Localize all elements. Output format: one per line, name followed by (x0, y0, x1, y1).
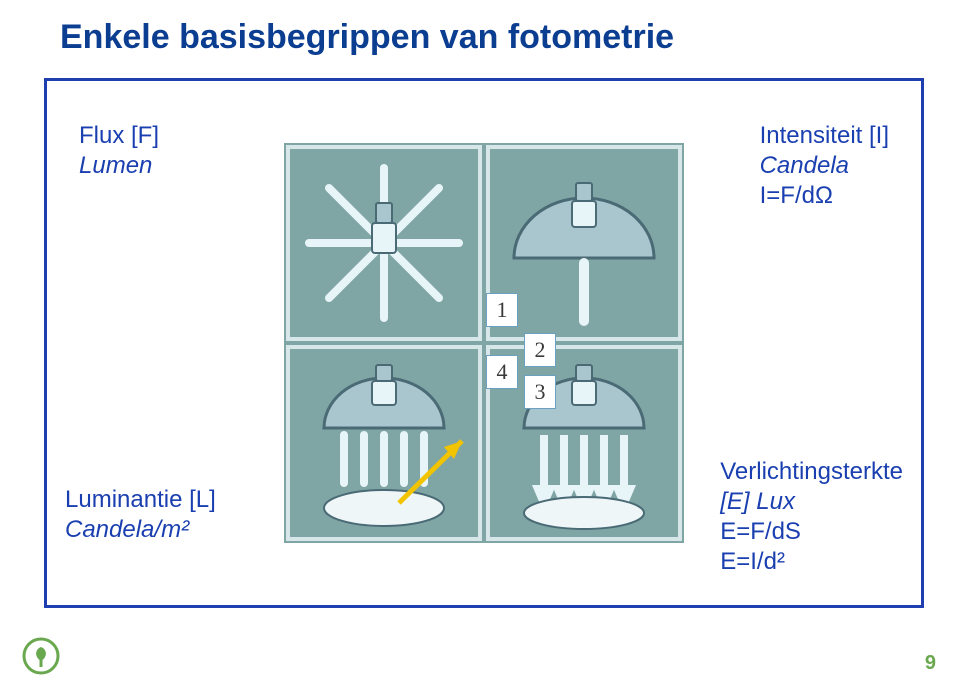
term-illuminance: Verlichtingsterkte [E] Lux E=F/dS E=I/d² (720, 457, 903, 577)
term-flux-line2: Lumen (79, 151, 159, 181)
cell-luminance (284, 343, 484, 543)
term-illuminance-line4: E=I/d² (720, 547, 903, 577)
numlabel-3: 3 (524, 375, 556, 409)
page-title: Enkele basisbegrippen van fotometrie (0, 0, 960, 57)
numlabel-4: 4 (486, 355, 518, 389)
term-illuminance-line3: E=F/dS (720, 517, 903, 547)
term-intensity-line2: Candela (760, 151, 889, 181)
diagram-bg: 1 2 3 4 (284, 143, 684, 543)
term-intensity: Intensiteit [I] Candela I=F/dΩ (760, 121, 889, 211)
term-luminance-line2: Candela/m² (65, 515, 216, 545)
term-flux: Flux [F] Lumen (79, 121, 159, 181)
numlabel-2: 2 (524, 333, 556, 367)
term-intensity-line1: Intensiteit [I] (760, 121, 889, 151)
term-intensity-line3: I=F/dΩ (760, 181, 889, 211)
footer-logo (22, 637, 60, 675)
concepts-panel: Flux [F] Lumen Intensiteit [I] Candela I… (44, 78, 924, 608)
cell-flux (284, 143, 484, 343)
term-flux-line1: Flux [F] (79, 121, 159, 151)
page-number: 9 (925, 652, 936, 675)
diagram-wrap: 1 2 3 4 (284, 143, 684, 543)
term-illuminance-line2: [E] Lux (720, 487, 903, 517)
term-luminance: Luminantie [L] Candela/m² (65, 485, 216, 545)
numlabel-1: 1 (486, 293, 518, 327)
term-illuminance-line1: Verlichtingsterkte (720, 457, 903, 487)
term-luminance-line1: Luminantie [L] (65, 485, 216, 515)
